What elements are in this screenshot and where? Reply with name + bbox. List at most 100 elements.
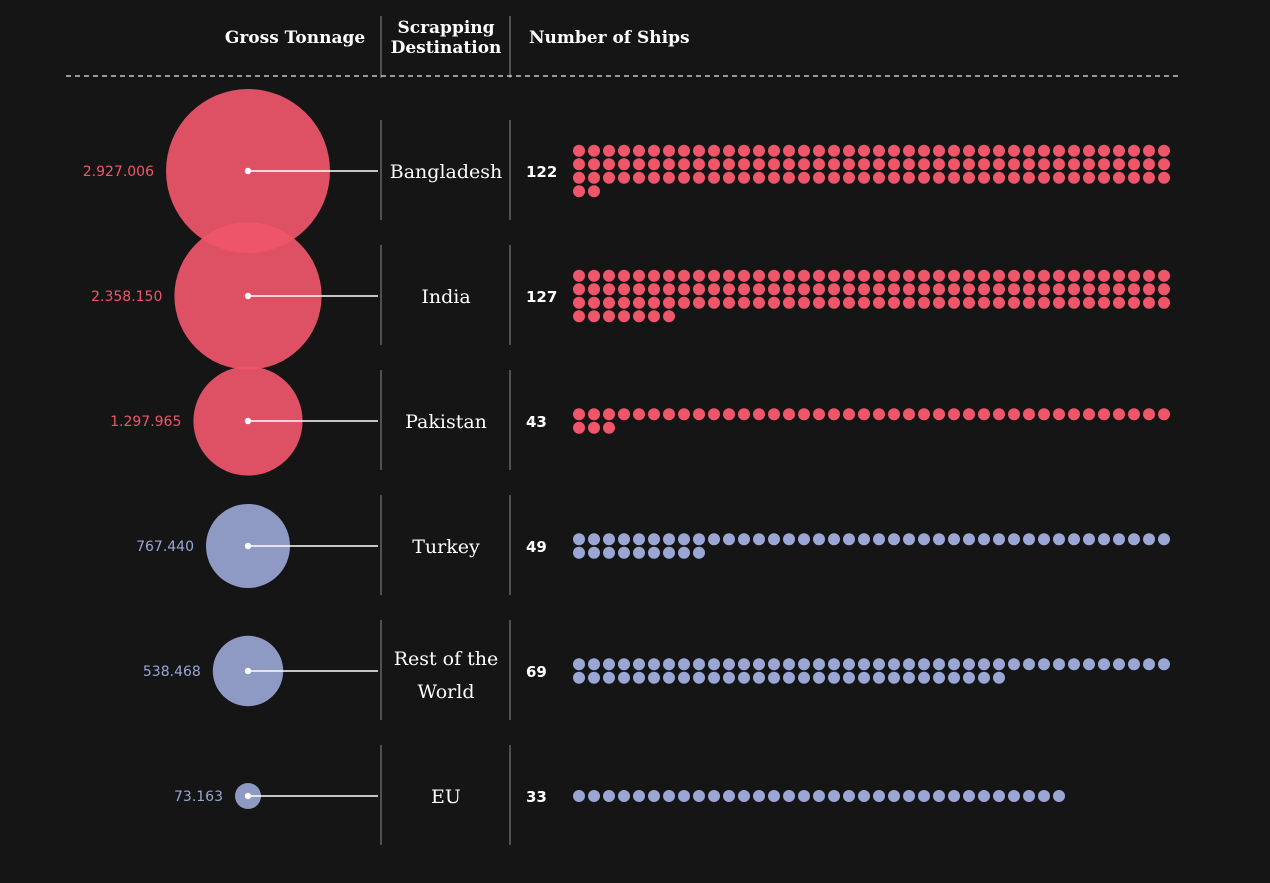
ship-dot xyxy=(573,144,585,157)
ship-dot xyxy=(1038,533,1050,546)
ship-dot xyxy=(783,408,795,421)
ship-dot xyxy=(783,790,795,802)
ship-dot xyxy=(903,296,915,309)
ship-dot xyxy=(708,790,720,802)
ship-dot xyxy=(858,296,870,309)
ship-dot xyxy=(723,283,735,296)
ship-dot xyxy=(1068,533,1080,546)
ship-dot xyxy=(783,269,795,282)
ship-dot xyxy=(603,671,615,684)
ship-dot xyxy=(783,158,795,171)
ship-dot xyxy=(753,658,765,671)
ship-dot xyxy=(573,158,585,171)
ship-dot xyxy=(678,171,690,184)
ship-dot xyxy=(603,158,615,171)
ship-dot xyxy=(948,283,960,296)
ship-dot xyxy=(1143,158,1155,171)
ship-dot xyxy=(588,790,600,802)
ship-dot xyxy=(873,790,885,802)
ship-dot xyxy=(1128,658,1140,671)
ship-dot xyxy=(588,296,600,309)
ship-dot xyxy=(993,408,1005,421)
ship-dot xyxy=(633,533,645,546)
ship-dot xyxy=(768,269,780,282)
ship-dot xyxy=(1068,296,1080,309)
ship-dot xyxy=(618,283,630,296)
ship-dot xyxy=(768,171,780,184)
ship-dot xyxy=(693,533,705,546)
ship-dot xyxy=(693,671,705,684)
ship-dot xyxy=(1008,296,1020,309)
ship-dot xyxy=(858,144,870,157)
ship-dot xyxy=(903,790,915,802)
ship-dot xyxy=(1038,790,1050,802)
ship-dot xyxy=(858,658,870,671)
ship-dot xyxy=(753,790,765,802)
ship-dot xyxy=(918,790,930,802)
ship-dot xyxy=(663,533,675,546)
ship-dot xyxy=(753,283,765,296)
ship-dot xyxy=(618,144,630,157)
ship-dot xyxy=(753,269,765,282)
ship-dot xyxy=(948,296,960,309)
ship-dot xyxy=(1098,144,1110,157)
ship-dot xyxy=(573,171,585,184)
ship-dot xyxy=(1098,533,1110,546)
tonnage-label: 1.297.965 xyxy=(110,414,181,430)
ship-dot xyxy=(648,158,660,171)
ship-dot xyxy=(723,658,735,671)
ship-count-label: 43 xyxy=(526,413,547,431)
ship-dot xyxy=(1143,533,1155,546)
ship-dot xyxy=(723,533,735,546)
ship-dot xyxy=(603,310,615,323)
ship-dot xyxy=(678,158,690,171)
ship-dot xyxy=(753,171,765,184)
ship-dot xyxy=(828,296,840,309)
ship-dot xyxy=(963,296,975,309)
ship-dot xyxy=(1158,158,1170,171)
ship-dot xyxy=(1083,269,1095,282)
ship-dot xyxy=(813,533,825,546)
ship-dot xyxy=(828,269,840,282)
ship-dot xyxy=(738,171,750,184)
ship-dot xyxy=(903,171,915,184)
ship-dot xyxy=(573,269,585,282)
ship-dot xyxy=(798,158,810,171)
ship-dot xyxy=(723,144,735,157)
ship-dot xyxy=(828,158,840,171)
ship-dot xyxy=(1023,144,1035,157)
ship-dot xyxy=(903,658,915,671)
ship-dot xyxy=(993,283,1005,296)
ship-dot xyxy=(858,158,870,171)
ship-dot xyxy=(588,658,600,671)
label-layer: 2.927.006 Bangladesh 122 2.358.150 India 127 1… xyxy=(83,120,1170,845)
destination-label: India xyxy=(421,286,470,308)
ship-dot xyxy=(918,533,930,546)
ship-dot xyxy=(663,310,675,323)
ship-dot xyxy=(963,269,975,282)
ship-dot xyxy=(858,283,870,296)
ship-dot xyxy=(603,546,615,559)
ship-dot xyxy=(1098,158,1110,171)
ship-dot xyxy=(978,158,990,171)
ship-count-label: 69 xyxy=(526,663,547,681)
ship-dot xyxy=(633,790,645,802)
ship-dot xyxy=(873,671,885,684)
ship-dot xyxy=(1053,408,1065,421)
ship-dot xyxy=(1023,658,1035,671)
ship-dot xyxy=(948,171,960,184)
ship-dot xyxy=(1008,158,1020,171)
ship-dot xyxy=(708,283,720,296)
ship-dot xyxy=(978,408,990,421)
ship-dot xyxy=(1098,408,1110,421)
ship-dot xyxy=(603,658,615,671)
ship-dot xyxy=(573,408,585,421)
ship-dot xyxy=(603,296,615,309)
ship-dot xyxy=(1068,283,1080,296)
ship-dot xyxy=(1158,283,1170,296)
header-number-of-ships: Number of Ships xyxy=(529,28,690,48)
ship-dot xyxy=(918,171,930,184)
ship-dot xyxy=(948,671,960,684)
ship-dot xyxy=(798,296,810,309)
ship-dot xyxy=(1083,296,1095,309)
